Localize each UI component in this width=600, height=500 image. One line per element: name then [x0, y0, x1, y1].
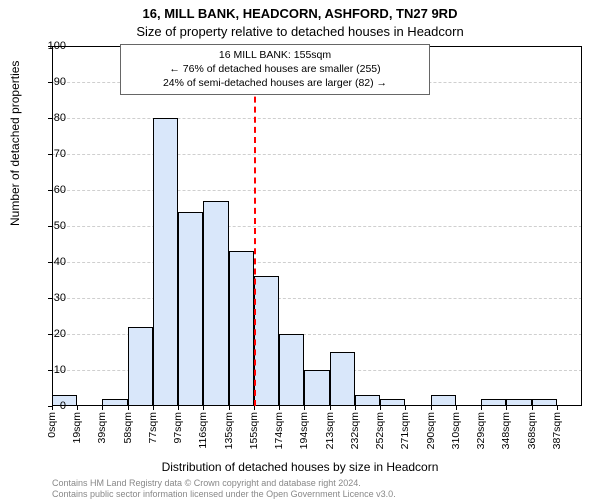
xtick-mark [380, 406, 381, 410]
annotation-line1: 16 MILL BANK: 155sqm [125, 48, 425, 62]
xtick-mark [456, 406, 457, 410]
xtick-label: 19sqm [71, 412, 83, 444]
xtick-mark [355, 406, 356, 410]
ytick-label: 50 [26, 220, 66, 232]
plot-border [52, 46, 582, 406]
xtick-mark [431, 406, 432, 410]
xtick-label: 387sqm [551, 412, 563, 449]
xtick-label: 348sqm [500, 412, 512, 449]
xtick-label: 155sqm [248, 412, 260, 449]
xtick-label: 271sqm [399, 412, 411, 449]
xtick-label: 329sqm [475, 412, 487, 449]
y-axis-label: Number of detached properties [8, 61, 22, 226]
xtick-mark [532, 406, 533, 410]
title-address: 16, MILL BANK, HEADCORN, ASHFORD, TN27 9… [0, 6, 600, 21]
ytick-label: 40 [26, 256, 66, 268]
xtick-label: 77sqm [147, 412, 159, 444]
ytick-label: 80 [26, 112, 66, 124]
ytick-label: 0 [26, 400, 66, 412]
xtick-mark [405, 406, 406, 410]
title-subtitle: Size of property relative to detached ho… [0, 24, 600, 39]
chart-container: 16, MILL BANK, HEADCORN, ASHFORD, TN27 9… [0, 0, 600, 500]
annotation-box: 16 MILL BANK: 155sqm ← 76% of detached h… [120, 44, 430, 95]
plot-area: 0sqm19sqm39sqm58sqm77sqm97sqm116sqm135sq… [52, 46, 582, 406]
xtick-label: 135sqm [223, 412, 235, 449]
xtick-label: 290sqm [425, 412, 437, 449]
xtick-mark [557, 406, 558, 410]
xtick-label: 39sqm [96, 412, 108, 444]
xtick-mark [229, 406, 230, 410]
xtick-label: 174sqm [273, 412, 285, 449]
annotation-line2: ← 76% of detached houses are smaller (25… [125, 62, 425, 76]
xtick-mark [77, 406, 78, 410]
xtick-label: 116sqm [197, 412, 209, 449]
xtick-mark [481, 406, 482, 410]
xtick-label: 58sqm [122, 412, 134, 444]
x-axis-label: Distribution of detached houses by size … [0, 460, 600, 474]
xtick-mark [102, 406, 103, 410]
ytick-label: 70 [26, 148, 66, 160]
ytick-label: 60 [26, 184, 66, 196]
xtick-mark [254, 406, 255, 410]
xtick-label: 0sqm [46, 412, 58, 438]
footer-copyright-1: Contains HM Land Registry data © Crown c… [52, 478, 361, 488]
xtick-label: 368sqm [526, 412, 538, 449]
footer-copyright-2: Contains public sector information licen… [52, 489, 396, 499]
xtick-mark [506, 406, 507, 410]
xtick-mark [330, 406, 331, 410]
xtick-mark [304, 406, 305, 410]
xtick-label: 194sqm [298, 412, 310, 449]
annotation-line3: 24% of semi-detached houses are larger (… [125, 76, 425, 90]
xtick-mark [279, 406, 280, 410]
xtick-label: 232sqm [349, 412, 361, 449]
ytick-label: 10 [26, 364, 66, 376]
reference-line [254, 46, 256, 406]
ytick-label: 90 [26, 76, 66, 88]
xtick-mark [153, 406, 154, 410]
xtick-label: 97sqm [172, 412, 184, 444]
xtick-mark [128, 406, 129, 410]
ytick-label: 30 [26, 292, 66, 304]
xtick-label: 252sqm [374, 412, 386, 449]
xtick-label: 310sqm [450, 412, 462, 449]
ytick-label: 20 [26, 328, 66, 340]
xtick-mark [178, 406, 179, 410]
xtick-mark [203, 406, 204, 410]
xtick-label: 213sqm [324, 412, 336, 449]
ytick-label: 100 [26, 40, 66, 52]
